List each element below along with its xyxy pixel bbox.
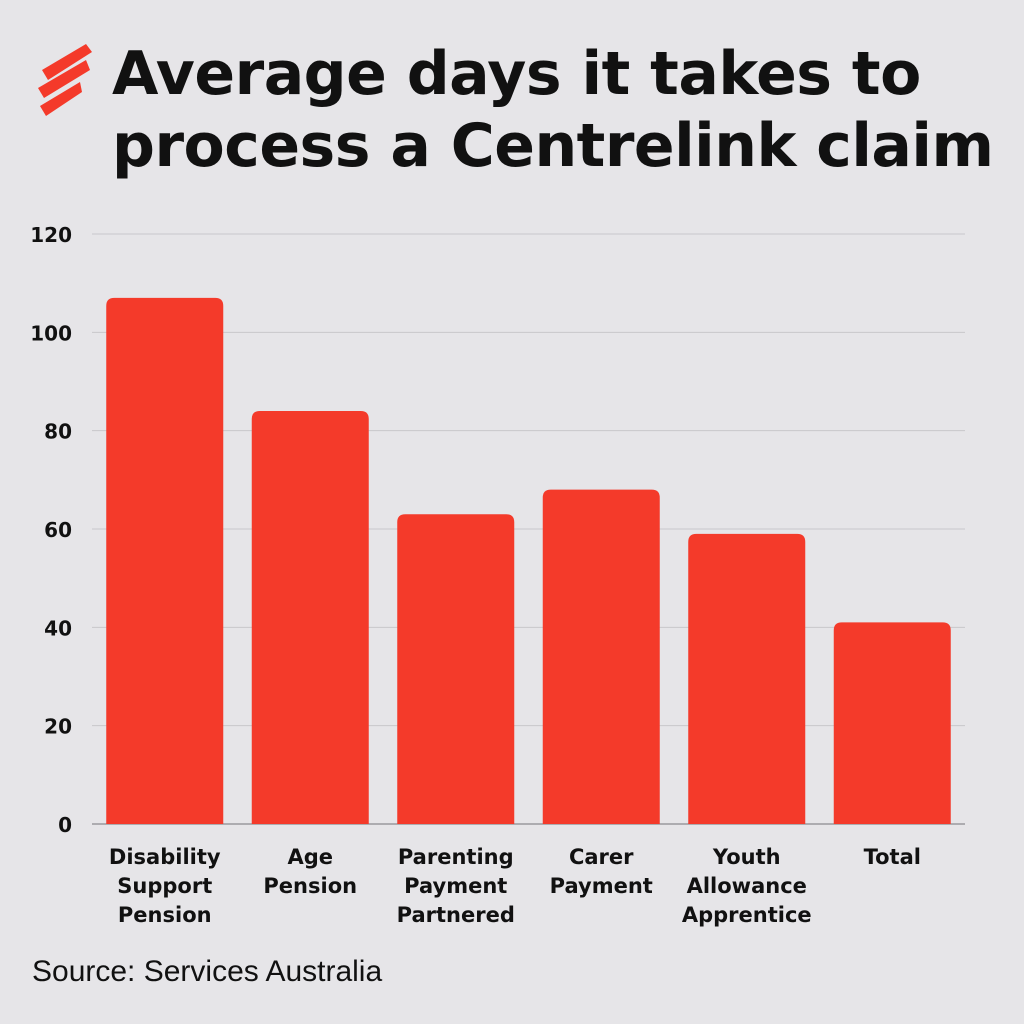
bar (251, 411, 369, 824)
y-tick-label: 100 (30, 321, 72, 345)
x-tick-label: Carer Payment (550, 845, 653, 898)
x-tick-label: Total (864, 845, 921, 869)
bar (833, 622, 951, 824)
y-tick-label: 20 (44, 715, 72, 739)
x-tick-label: Disability Support Pension (109, 845, 221, 927)
y-tick-label: 40 (44, 616, 72, 640)
title-line-1: Average days it takes to (112, 39, 921, 109)
bar (397, 514, 515, 824)
bar (688, 533, 806, 824)
chart-title: Average days it takes to process a Centr… (112, 38, 1002, 182)
bar (106, 297, 224, 825)
bar (542, 489, 660, 824)
x-tick-label: Youth Allowance Apprentice (682, 845, 812, 927)
sbs-sunburst-icon (38, 44, 92, 116)
y-tick-label: 0 (58, 813, 72, 837)
y-tick-label: 60 (44, 518, 72, 542)
y-tick-label: 80 (44, 420, 72, 444)
title-line-2: process a Centrelink claim (112, 111, 994, 181)
x-tick-label: Age Pension (263, 845, 357, 898)
y-tick-label: 120 (30, 223, 72, 247)
x-tick-label: Parenting Payment Partnered (397, 845, 515, 927)
source-note: Source: Services Australia (32, 955, 383, 988)
